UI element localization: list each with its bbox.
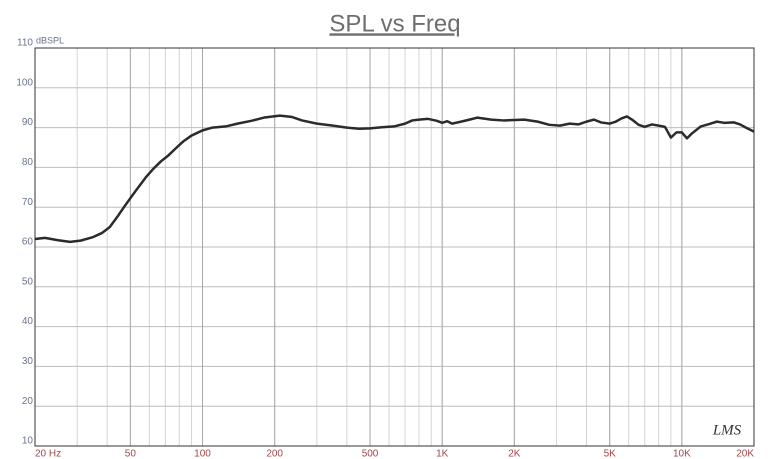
y-tick-label: 20 xyxy=(22,396,34,407)
x-tick-label: 200 xyxy=(266,449,283,459)
x-tick-label: 500 xyxy=(362,449,379,459)
y-tick-label: 60 xyxy=(22,237,34,248)
spl-curve xyxy=(34,114,755,244)
y-tick-label: 50 xyxy=(22,276,34,287)
y-tick-label: 70 xyxy=(22,197,34,208)
logo: LMS xyxy=(712,422,742,438)
y-tick-label: 10 xyxy=(22,436,34,447)
y-axis-label: dBSPL xyxy=(36,35,64,45)
chart-title: SPL vs Freq xyxy=(329,10,460,37)
y-tick-label: 30 xyxy=(22,356,34,367)
x-tick-label: 20 Hz xyxy=(35,449,61,459)
y-tick-label: 40 xyxy=(22,316,34,327)
x-tick-label: 100 xyxy=(194,449,211,459)
x-tick-label: 5K xyxy=(604,449,617,459)
y-tick-label: 80 xyxy=(22,157,34,168)
plot-border xyxy=(34,47,755,447)
y-tick-label: 110 xyxy=(17,38,33,49)
y-tick-label: 90 xyxy=(22,117,34,128)
x-tick-label: 50 xyxy=(125,449,137,459)
x-tick-label: 20K xyxy=(736,449,754,459)
x-tick-label: 2K xyxy=(508,449,521,459)
x-tick-label: 10K xyxy=(673,449,691,459)
y-tick-label: 100 xyxy=(16,77,33,88)
x-tick-label: 1K xyxy=(436,449,449,459)
